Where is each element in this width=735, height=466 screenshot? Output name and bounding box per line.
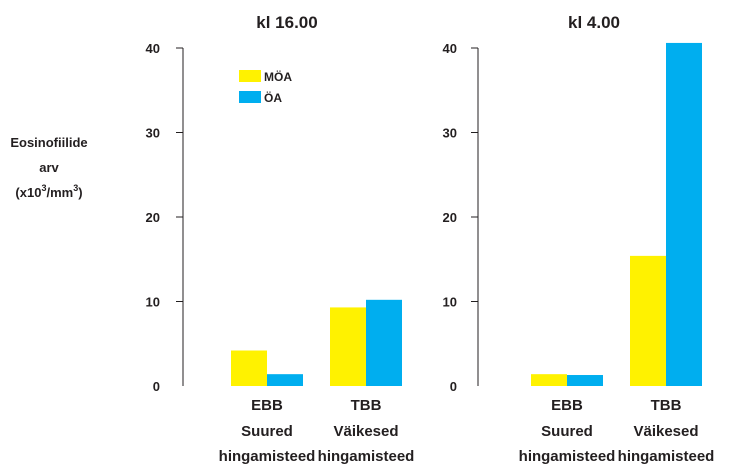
- chart-2-bar-ÖA-2: [666, 42, 702, 387]
- chart-2-y-tick-label-40: 40: [443, 41, 457, 56]
- y-axis-label-line2: arv: [39, 160, 59, 175]
- y-axis-label: Eosinofiilide arv (x103/mm3): [0, 130, 98, 205]
- chart-1-category-1-line-2: Suured: [241, 423, 293, 440]
- chart-1-category-2-line-1: TBB: [351, 397, 382, 414]
- chart-1-category-2-line-3: hingamisteed: [318, 448, 415, 465]
- chart-2-bar-MÖA-1: [531, 374, 567, 386]
- chart-1-category-2-line-2: Väikesed: [333, 423, 398, 440]
- chart-1-legend-swatch-1: [239, 70, 261, 82]
- chart-1-y-tick-label-10: 10: [146, 295, 160, 310]
- chart-2-y-tick-label-0: 0: [450, 379, 457, 394]
- chart-2-category-2-line-2: Väikesed: [633, 423, 698, 440]
- y-axis-label-line3: (x103/mm3): [15, 182, 83, 200]
- chart-2-category-1-line-2: Suured: [541, 423, 593, 440]
- chart-1-legend-label-2: ÖA: [264, 90, 282, 105]
- chart-1-title: kl 16.00: [256, 13, 317, 32]
- chart-1-bar-MÖA-1: [231, 350, 267, 386]
- chart-1-bar-ÖA-2: [366, 299, 402, 386]
- chart-2-category-2-line-1: TBB: [651, 397, 682, 414]
- chart-2-bar-MÖA-2: [630, 255, 666, 386]
- chart-1-bar-MÖA-2: [330, 307, 366, 386]
- chart-1-bar-ÖA-1: [267, 374, 303, 386]
- chart-2-category-1-line-3: hingamisteed: [519, 448, 616, 465]
- chart-2-category-1-line-1: EBB: [551, 397, 583, 414]
- chart-2-y-tick-label-30: 30: [443, 126, 457, 141]
- chart-2-bar-ÖA-1: [567, 375, 603, 386]
- chart-2-title: kl 4.00: [568, 13, 620, 32]
- chart-1-y-tick-label-40: 40: [146, 41, 160, 56]
- chart-1-legend-swatch-2: [239, 91, 261, 103]
- chart-2-y-tick-label-20: 20: [443, 210, 457, 225]
- chart-1-y-tick-label-30: 30: [146, 126, 160, 141]
- chart-1-category-1-line-3: hingamisteed: [219, 448, 316, 465]
- chart-1-legend-label-1: MÖA: [264, 69, 292, 84]
- chart-2-category-2-line-3: hingamisteed: [618, 448, 715, 465]
- y-axis-label-line1: Eosinofiilide: [10, 135, 88, 150]
- chart-1-category-1-line-1: EBB: [251, 397, 283, 414]
- chart-2-y-tick-label-10: 10: [443, 295, 457, 310]
- chart-1-y-tick-label-0: 0: [153, 379, 160, 394]
- chart-1-y-tick-label-20: 20: [146, 210, 160, 225]
